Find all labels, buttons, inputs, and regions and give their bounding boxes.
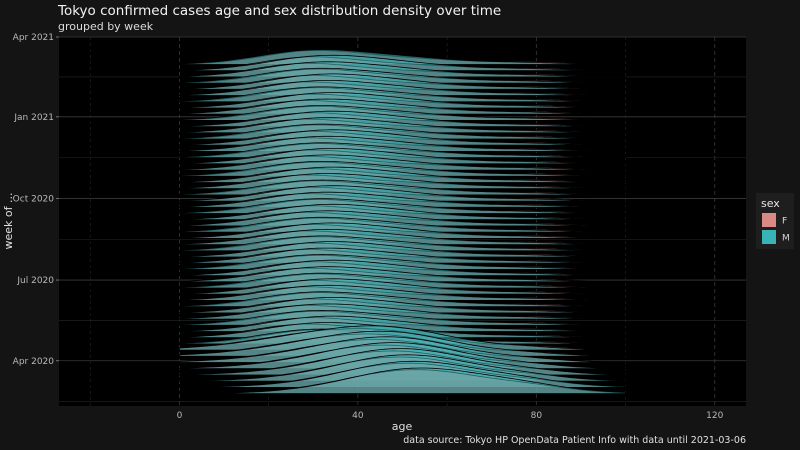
chart-subtitle: grouped by week	[58, 20, 154, 33]
chart-title: Tokyo confirmed cases age and sex distri…	[57, 3, 501, 19]
y-tick-label: Jan 2021	[13, 113, 54, 123]
legend: sex F M	[756, 193, 794, 249]
x-axis-ticks: 0 40 80 120	[177, 411, 724, 421]
legend-label-m: M	[782, 234, 790, 244]
density-ridges	[179, 49, 626, 394]
y-tick-label: Apr 2021	[13, 33, 54, 43]
ridge-m	[179, 367, 626, 394]
legend-key-m	[762, 230, 776, 244]
x-tick-label: 80	[531, 411, 543, 421]
x-axis-title: age	[392, 420, 413, 433]
y-tick-label: Jul 2020	[16, 276, 54, 286]
y-axis-ticks: Apr 2021 Jan 2021 Oct 2020 Jul 2020 Apr 2020	[13, 33, 59, 367]
legend-key-f	[762, 213, 776, 227]
x-tick-label: 40	[352, 411, 364, 421]
x-tick-label: 0	[177, 411, 183, 421]
y-tick-label: Oct 2020	[13, 194, 55, 204]
chart-caption: data source: Tokyo HP OpenData Patient I…	[403, 435, 746, 446]
legend-label-f: F	[782, 217, 787, 227]
y-tick-label: Apr 2020	[13, 357, 55, 367]
x-tick-label: 120	[706, 411, 723, 421]
y-axis-title: week of ...	[2, 193, 15, 250]
legend-title: sex	[761, 197, 780, 210]
